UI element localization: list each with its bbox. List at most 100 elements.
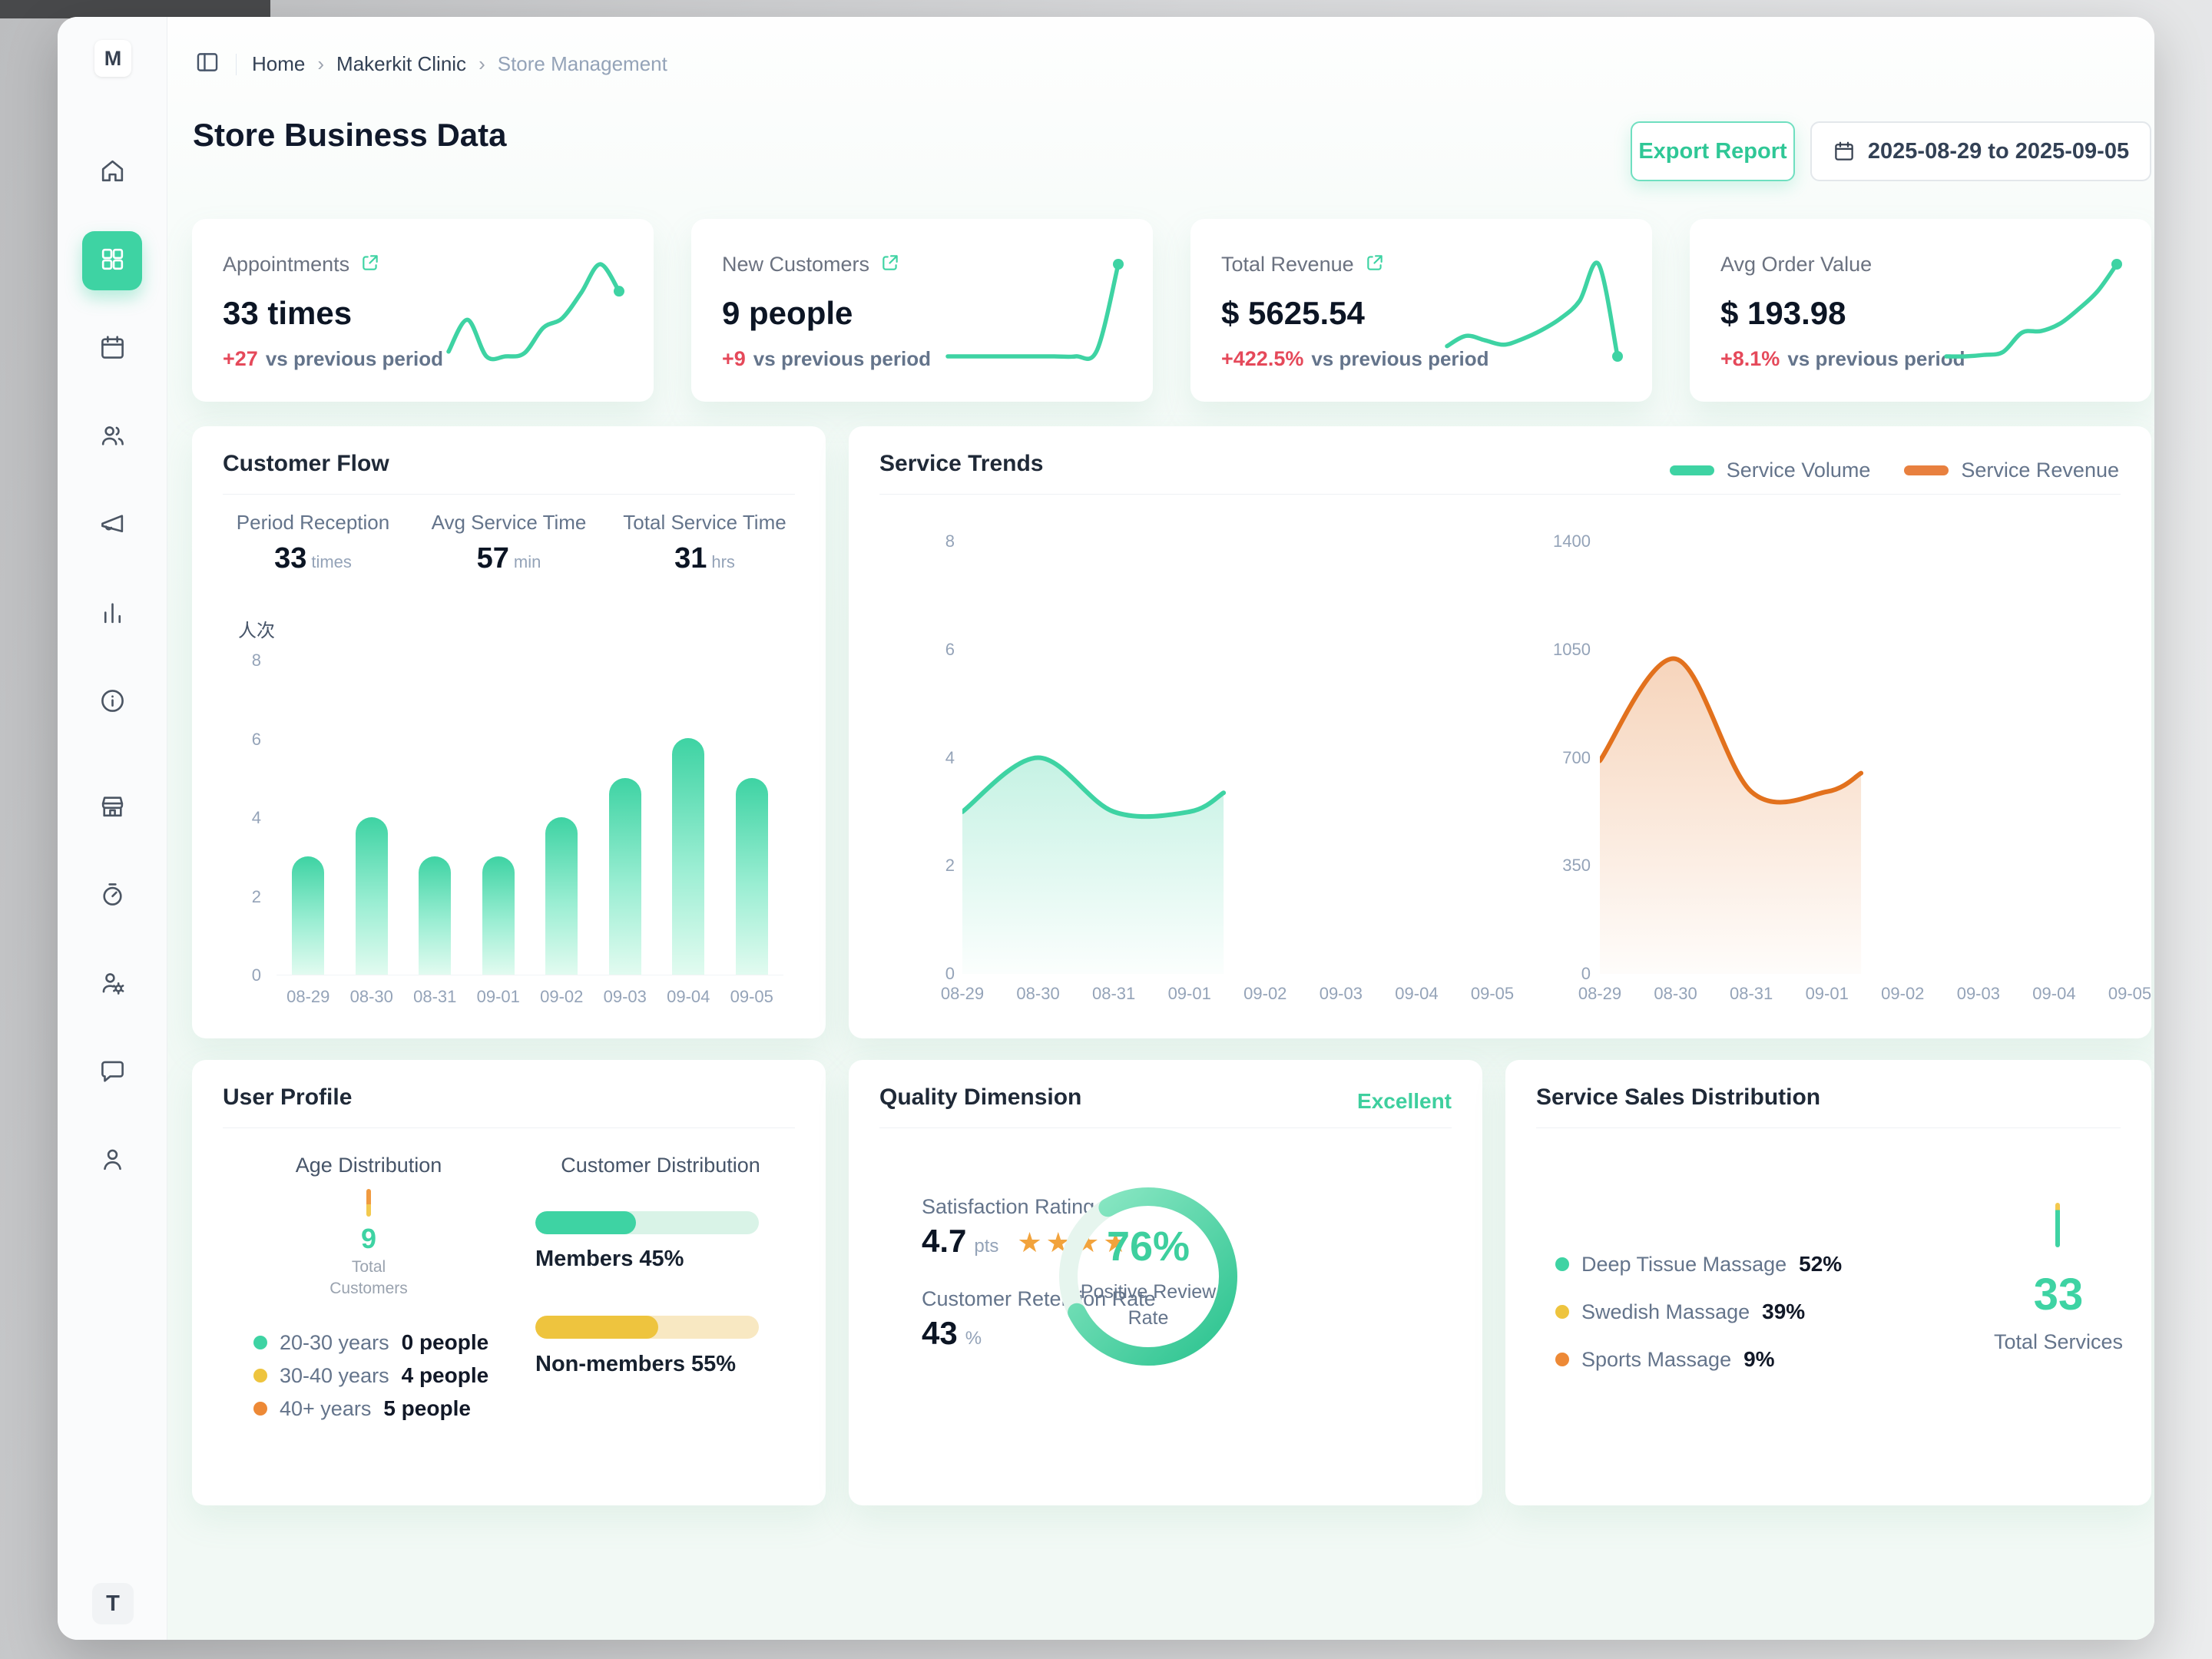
chart-legend: Service Volume Service Revenue <box>1669 459 2119 482</box>
total-services-value: 33 <box>2033 1270 2084 1320</box>
workspace-avatar[interactable]: M <box>94 40 131 77</box>
chevron-right-icon: › <box>478 52 485 75</box>
quality-dimension-panel: Quality Dimension Excellent Satisfaction… <box>849 1060 1482 1505</box>
breadcrumb-home[interactable]: Home <box>252 52 306 75</box>
home-icon <box>98 157 127 189</box>
export-report-button[interactable]: Export Report <box>1631 121 1795 181</box>
sidebar: M T <box>58 17 167 1640</box>
topbar-divider <box>236 53 237 75</box>
kpi-label: Appointments <box>223 253 350 276</box>
sidebar-item-store[interactable] <box>82 778 142 837</box>
kpi-card-appointments: Appointments 33 times +27 vs previous per… <box>192 219 654 402</box>
external-link-icon[interactable] <box>360 253 380 276</box>
sidebar-item-customers[interactable] <box>82 408 142 467</box>
bar-chart-icon <box>98 598 127 631</box>
total-customers-value: 9 <box>360 1223 377 1254</box>
user-icon <box>98 1145 127 1177</box>
age-legend-30-40: 30-40 years 4 people <box>253 1363 488 1388</box>
service-trends-panel: Service Trends Service Volume Service Re… <box>849 426 2151 1038</box>
breadcrumb-current: Store Management <box>497 52 667 75</box>
external-link-icon[interactable] <box>1365 253 1385 276</box>
legend-dot <box>1555 1257 1569 1271</box>
kpi-label: New Customers <box>722 253 870 276</box>
legend-dot <box>1555 1353 1569 1366</box>
external-link-icon[interactable] <box>880 253 900 276</box>
retention-value: 43% <box>922 1315 982 1351</box>
legend-dot <box>253 1369 267 1382</box>
kpi-delta: +422.5% vs previous period <box>1221 347 1489 370</box>
service-sales-panel: Service Sales Distribution Deep Tissue M… <box>1505 1060 2151 1505</box>
megaphone-icon <box>98 510 127 542</box>
sidebar-item-messages[interactable] <box>82 1043 142 1102</box>
panel-title: Customer Flow <box>223 451 389 476</box>
topbar: Home › Makerkit Clinic › Store Managemen… <box>194 49 667 79</box>
legend-swatch <box>1669 465 1714 475</box>
donut-label: Rate <box>1128 1307 1169 1329</box>
y-axis-ticks: 1400 1050 700 350 0 <box>1553 531 1591 983</box>
sidebar-toggle-icon[interactable] <box>194 49 220 79</box>
sidebar-item-staff[interactable] <box>82 955 142 1014</box>
chevron-right-icon: › <box>317 52 325 75</box>
sparkline-chart <box>1445 260 1623 362</box>
sidebar-nav <box>58 143 167 1220</box>
stat-period-reception: Period Reception 33 times <box>236 511 390 575</box>
total-services-label: Total Services <box>1993 1330 2124 1353</box>
kpi-card-avg-order-value: Avg Order Value $ 193.98 +8.1% vs previou… <box>1690 219 2151 402</box>
sidebar-item-schedule[interactable] <box>82 866 142 926</box>
sidebar-item-home[interactable] <box>82 143 142 202</box>
kpi-value: $ 193.98 <box>1720 295 1846 331</box>
age-legend-20-30: 20-30 years 0 people <box>253 1330 488 1355</box>
legend-swatch <box>1904 465 1949 475</box>
kpi-value: 9 people <box>722 295 853 331</box>
sparkline-chart <box>446 262 624 362</box>
x-axis-labels: 08-29 08-30 08-31 09-01 09-02 09-03 09-04 09-05 <box>940 984 1515 1003</box>
service-revenue-area-chart <box>1600 656 1864 974</box>
satisfaction-label: Satisfaction Rating <box>922 1195 1095 1218</box>
kpi-delta: +27 vs previous period <box>223 347 443 370</box>
sidebar-item-info[interactable] <box>82 673 142 732</box>
customer-flow-bar-chart <box>276 661 783 975</box>
store-icon <box>98 792 127 824</box>
kpi-label: Avg Order Value <box>1720 253 1873 276</box>
chat-icon <box>98 1057 127 1089</box>
kpi-card-total-revenue: Total Revenue $ 5625.54 +422.5% vs previo… <box>1190 219 1652 402</box>
sparkline-chart <box>1944 259 2122 359</box>
divider <box>879 494 2121 495</box>
members-label: Members 45% <box>535 1247 684 1271</box>
sidebar-item-marketing[interactable] <box>82 496 142 555</box>
kpi-delta: +8.1% vs previous period <box>1720 347 1965 370</box>
date-range-picker[interactable]: 2025-08-29 to 2025-09-05 <box>1810 121 2151 181</box>
panel-title: Quality Dimension <box>879 1084 1082 1110</box>
x-axis-labels: 08-29 08-30 08-31 09-01 09-02 09-03 09-04 09-05 <box>286 987 773 1006</box>
legend-service-volume: Service Volume <box>1669 459 1870 482</box>
app-window: M T Home › Makerkit Clinic › Store Manag… <box>58 17 2154 1640</box>
sidebar-item-calendar[interactable] <box>82 320 142 379</box>
theme-toggle-button[interactable]: T <box>92 1583 134 1624</box>
sales-legend-swedish: Swedish Massage 39% <box>1555 1300 1805 1324</box>
grid-icon <box>98 245 127 277</box>
users-icon <box>98 422 127 454</box>
quality-badge: Excellent <box>1357 1089 1452 1113</box>
x-axis-labels: 08-29 08-30 08-31 09-01 09-02 09-03 09-04 09-05 <box>1578 984 2152 1003</box>
sidebar-item-analytics[interactable] <box>82 584 142 644</box>
desktop-top-strip <box>0 0 270 18</box>
total-customers-label: Customers <box>329 1280 408 1297</box>
panel-title: User Profile <box>223 1084 353 1110</box>
sidebar-item-profile[interactable] <box>82 1131 142 1190</box>
breadcrumb-clinic[interactable]: Makerkit Clinic <box>336 52 467 75</box>
legend-dot <box>1555 1305 1569 1319</box>
user-profile-panel: User Profile Age Distribution Customer D… <box>192 1060 826 1505</box>
sidebar-item-dashboard[interactable] <box>82 231 142 290</box>
positive-review-donut-chart <box>1059 1187 1237 1366</box>
user-gear-icon <box>98 969 127 1001</box>
donut-label: Positive Review <box>1080 1281 1217 1303</box>
customer-flow-stats: Period Reception 33 times Avg Service Tim… <box>215 511 803 575</box>
legend-service-revenue: Service Revenue <box>1904 459 2119 482</box>
calendar-icon <box>1835 141 1853 161</box>
age-legend-40plus: 40+ years 5 people <box>253 1396 471 1421</box>
panel-title: Service Trends <box>879 451 1044 476</box>
age-donut-chart <box>366 1189 371 1217</box>
customer-distribution-subtitle: Customer Distribution <box>561 1154 760 1177</box>
